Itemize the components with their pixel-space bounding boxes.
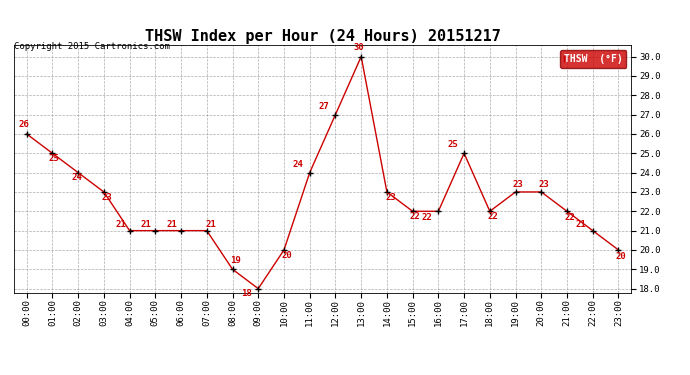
Text: 26: 26	[19, 120, 30, 129]
Text: 21: 21	[141, 220, 152, 229]
Title: THSW Index per Hour (24 Hours) 20151217: THSW Index per Hour (24 Hours) 20151217	[145, 29, 500, 44]
Text: 18: 18	[241, 289, 252, 298]
Text: 22: 22	[564, 213, 575, 222]
Text: 23: 23	[101, 193, 112, 202]
Text: 21: 21	[167, 220, 177, 229]
Text: 25: 25	[447, 140, 458, 149]
Text: 23: 23	[513, 180, 524, 189]
Text: 20: 20	[282, 251, 292, 260]
Text: 20: 20	[615, 252, 627, 261]
Text: 22: 22	[410, 212, 421, 221]
Text: 23: 23	[386, 193, 396, 202]
Text: 25: 25	[48, 154, 59, 163]
Text: 30: 30	[353, 43, 364, 52]
Text: 23: 23	[538, 180, 549, 189]
Text: Copyright 2015 Cartronics.com: Copyright 2015 Cartronics.com	[14, 42, 170, 51]
Text: 22: 22	[487, 212, 497, 221]
Text: 24: 24	[72, 173, 82, 182]
Text: 21: 21	[205, 220, 216, 229]
Text: 19: 19	[230, 256, 240, 265]
Text: 27: 27	[319, 102, 329, 111]
Text: 21: 21	[115, 220, 126, 229]
Legend: THSW  (°F): THSW (°F)	[560, 50, 627, 68]
Text: 24: 24	[293, 160, 304, 169]
Text: 21: 21	[575, 220, 586, 229]
Text: 22: 22	[422, 213, 432, 222]
